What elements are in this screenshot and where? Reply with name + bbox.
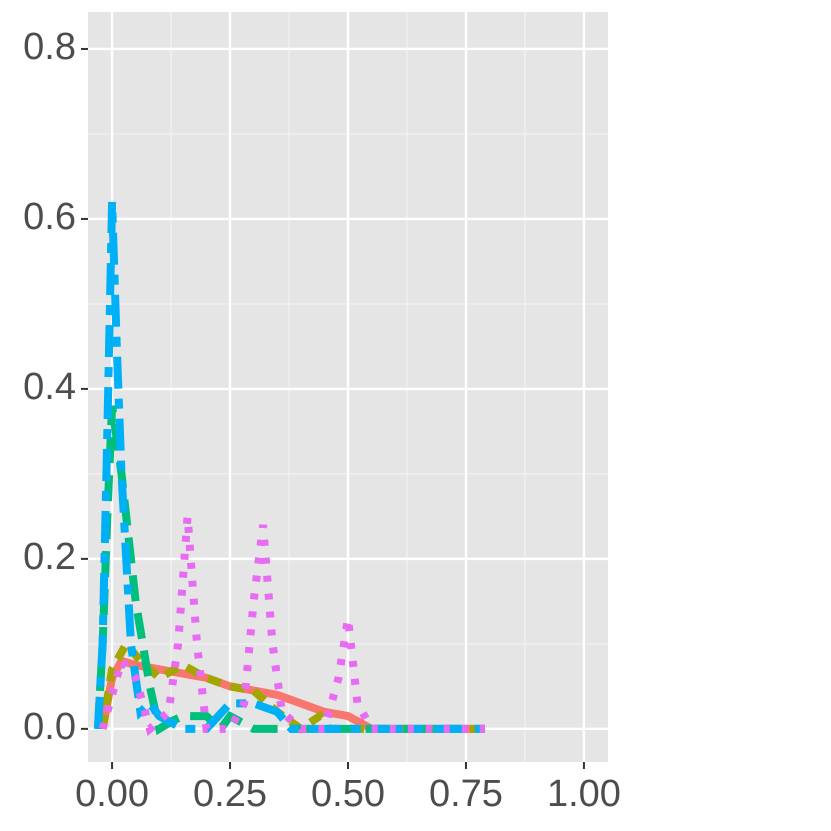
x-tick-label: 0.75 (429, 773, 503, 815)
y-tick-label: 0.2 (23, 536, 76, 578)
y-tick-label: 0.0 (23, 706, 76, 748)
x-tick-label: 0.00 (75, 773, 149, 815)
series-line (98, 516, 485, 737)
y-tick-label: 0.6 (23, 196, 76, 238)
y-tick-label: 0.4 (23, 366, 76, 408)
x-tick-label: 1.00 (547, 773, 621, 815)
x-tick-label: 0.50 (311, 773, 385, 815)
y-tick-label: 0.8 (23, 26, 76, 68)
x-tick-label: 0.25 (193, 773, 267, 815)
series-line (93, 201, 485, 733)
